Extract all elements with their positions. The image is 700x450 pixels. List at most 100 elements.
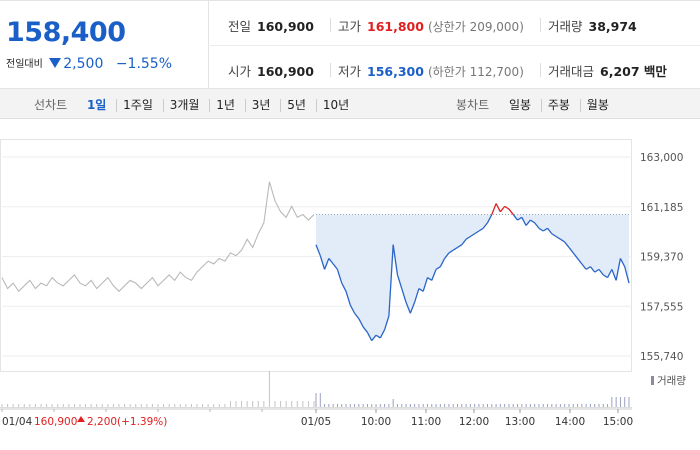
separator (330, 63, 331, 77)
today-line-segment (461, 238, 467, 246)
today-line-segment (619, 258, 626, 267)
today-line-segment (572, 252, 579, 259)
today-line-segment (345, 291, 351, 306)
stat-label: 전일 (228, 19, 252, 34)
today-line-segment (388, 244, 394, 317)
stat-label: 시가 (228, 64, 252, 79)
today-line-segment (508, 208, 514, 215)
today-line-segment (577, 258, 583, 265)
tab-10y[interactable]: 10년 (315, 99, 355, 112)
stat-volume: 거래량 38,974 (548, 16, 637, 35)
today-line-segment (383, 315, 390, 330)
tab-1w[interactable]: 1주일 (116, 99, 159, 112)
change-label: 전일대비 (6, 59, 43, 70)
today-line-segment (598, 268, 604, 276)
prev-day-label: 01/04 (2, 416, 33, 428)
x-tick-label: 10:00 (361, 416, 391, 428)
candle-chart-tabs: 봉차트 일봉 주봉 월봉 (456, 96, 615, 113)
today-line-segment (615, 258, 622, 281)
candle-chart-label: 봉차트 (456, 98, 490, 112)
tab-1y[interactable]: 1년 (209, 99, 241, 112)
tab-3y[interactable]: 3년 (244, 99, 277, 112)
prev-day-line (1, 181, 315, 293)
today-line-segment (478, 227, 484, 232)
line-chart-tabs: 선차트 1일 1주일 3개월 1년 3년 5년 10년 (34, 96, 355, 113)
today-line-segment (413, 288, 420, 303)
today-line-segment (396, 274, 403, 289)
prev-day-rate: (+1.39%) (117, 416, 167, 428)
current-price: 158,400 (6, 17, 126, 48)
today-line-segment (491, 203, 497, 215)
stat-label: 저가 (338, 64, 362, 79)
today-line-segment (409, 302, 416, 314)
stat-value: 161,800 (367, 19, 424, 34)
y-tick-label: 155,740 (640, 351, 683, 363)
today-line-segment (323, 258, 330, 270)
x-tick-label: 11:00 (411, 416, 441, 428)
quote-header: 158,400 전일대비 2,500 −1.55% 전일 160,900 고가 16… (0, 0, 700, 89)
today-line-segment (585, 266, 591, 270)
stat-value: 160,900 (257, 64, 314, 79)
tab-1d[interactable]: 1일 (86, 98, 107, 112)
today-line-segment (362, 326, 368, 333)
stat-value: 6,207 백만 (600, 64, 667, 79)
tab-5y[interactable]: 5년 (280, 99, 312, 112)
today-line-segment (606, 269, 613, 278)
tab-daily[interactable]: 일봉 (508, 98, 532, 112)
today-line-segment (564, 241, 570, 248)
stat-value: 156,300 (367, 64, 424, 79)
today-line-segment (530, 219, 536, 224)
today-line-segment (354, 312, 360, 320)
stat-open: 시가 160,900 (228, 61, 314, 80)
today-line-segment (470, 233, 475, 238)
today-line-segment (341, 282, 347, 292)
x-tick-label: 14:00 (555, 416, 585, 428)
stat-turnover: 거래대금 6,207 백만 (548, 61, 667, 80)
prev-day-change: 2,200 (87, 416, 117, 428)
today-line-segment (448, 249, 454, 254)
today-line-segment (555, 235, 561, 240)
change-rate: −1.55% (115, 56, 173, 72)
stats-divider (210, 45, 700, 46)
today-line-segment (358, 318, 364, 328)
change-row: 전일대비 2,500 −1.55% (6, 55, 172, 72)
today-line-segment (512, 214, 519, 221)
today-line-segment (611, 269, 617, 281)
stat-label: 고가 (338, 19, 362, 34)
today-line-segment (551, 233, 557, 238)
today-line-segment (405, 302, 411, 314)
today-line-segment (474, 230, 480, 235)
separator (540, 63, 541, 77)
today-line-segment (560, 238, 566, 243)
today-line-segment (401, 288, 407, 303)
today-line-segment (457, 244, 463, 249)
today-line-segment (375, 334, 381, 339)
y-tick-label: 161,185 (640, 202, 683, 214)
down-triangle-icon (49, 58, 62, 68)
today-line-segment (332, 263, 338, 270)
tab-weekly[interactable]: 주봉 (540, 99, 576, 112)
today-line-segment (427, 277, 433, 281)
today-line-segment (534, 222, 540, 229)
volume-legend-swatch (651, 376, 654, 385)
stat-label: 거래량 (548, 19, 583, 34)
x-axis: 01/04 160,900 2,200 (+1.39%) 01/05 10:00 11:00… (0, 408, 633, 428)
today-line-segment (594, 268, 600, 273)
today-line-segment (521, 217, 527, 226)
today-line-segment (581, 263, 587, 270)
separator (540, 18, 541, 32)
below-close-area (316, 214, 629, 341)
y-tick-label: 157,555 (640, 301, 683, 313)
tab-3m[interactable]: 3개월 (162, 99, 206, 112)
today-line-segment (328, 258, 334, 265)
x-tick-label: 15:00 (603, 416, 633, 428)
today-line-segment (439, 258, 446, 267)
today-line-segment (379, 329, 386, 339)
price-summary: 158,400 전일대비 2,500 −1.55% (0, 1, 209, 89)
tab-monthly[interactable]: 월봉 (579, 99, 615, 112)
y-tick-label: 163,000 (640, 152, 683, 164)
today-line-segment (495, 203, 501, 213)
today-line-segment (517, 216, 523, 221)
today-line-segment (499, 205, 506, 213)
